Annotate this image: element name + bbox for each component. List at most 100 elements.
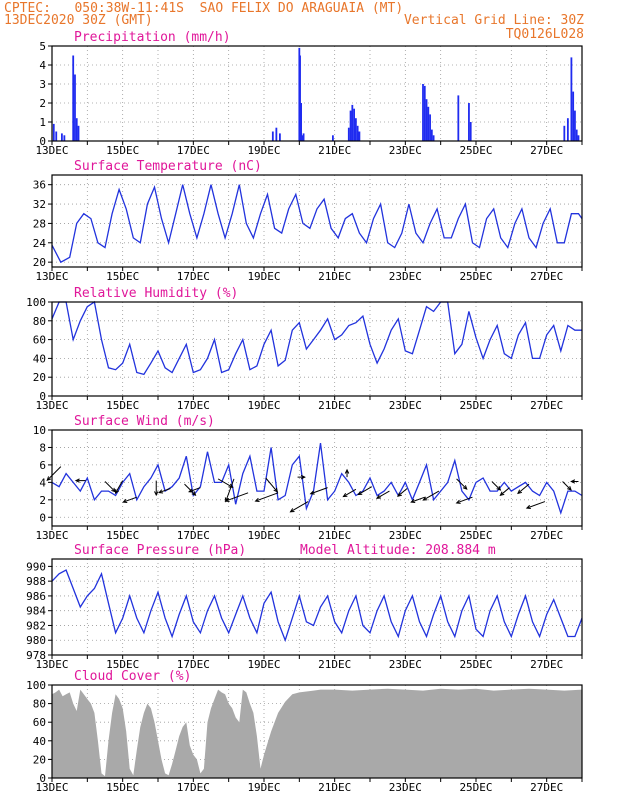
humidity-ytick-label: 20 [33, 371, 46, 384]
precip-bar [75, 118, 78, 141]
humidity-xtick-label: 21DEC [318, 399, 351, 412]
wind-arrow-head [300, 474, 306, 480]
temperature-frame [51, 174, 583, 268]
cloud-ytick-label: 0 [39, 772, 46, 785]
precip-bar [429, 114, 431, 141]
wind-arrow-head [357, 490, 363, 496]
wind-title: Surface Wind (m/s) [74, 414, 215, 429]
wind-arrow [411, 496, 425, 503]
wind-arrow [104, 481, 116, 493]
temperature-ytick-label: 36 [33, 179, 46, 192]
pressure-xtick-label: 23DEC [389, 658, 422, 671]
pressure-ytick-label: 984 [26, 605, 46, 618]
temperature-xtick-label: 15DEC [106, 270, 139, 283]
temperature-ytick-label: 32 [33, 198, 46, 211]
cloud-xtick-label: 27DEC [530, 781, 563, 794]
cloud-title: Cloud Cover (%) [74, 669, 191, 684]
humidity-frame [51, 301, 583, 397]
precip-bar [354, 118, 357, 141]
precipitation-title: Precipitation (mm/h) [74, 30, 231, 45]
cloud-area [52, 688, 582, 778]
wind-arrow-head [154, 491, 159, 497]
wind-arrow-head [289, 508, 295, 513]
wind-ytick-label: 10 [33, 424, 46, 437]
pressure-xtick-label: 17DEC [177, 658, 210, 671]
precipitation-frame [51, 45, 583, 142]
precip-bar [347, 127, 350, 141]
precip-bar [469, 122, 472, 141]
pressure-ytick-label: 980 [26, 634, 46, 647]
wind-arrow-head [525, 504, 531, 510]
wind-arrow [397, 488, 408, 497]
cloud-ytick-label: 80 [33, 698, 46, 711]
precipitation-xtick-label: 19DEC [247, 144, 280, 157]
wind-arrow-head [309, 490, 315, 495]
cloud-ytick-label: 60 [33, 716, 46, 729]
cloud-xtick-label: 21DEC [318, 781, 351, 794]
wind-arrow-head [397, 492, 402, 497]
wind-arrow [526, 501, 546, 509]
wind-xtick-label: 13DEC [35, 529, 68, 542]
humidity-xtick-label: 17DEC [177, 399, 210, 412]
cloud-panel: Cloud Cover (%) 0 20 40 60 80 100 13DEC 15DEC 17D… [26, 669, 583, 794]
wind-arrow [376, 490, 390, 499]
precip-bar [72, 55, 75, 141]
pressure-ytick-label: 982 [26, 619, 46, 632]
wind-arrow [123, 496, 137, 503]
wind-arrow [500, 487, 510, 496]
precip-bar [563, 125, 566, 141]
precipitation-xtick-label: 17DEC [177, 144, 210, 157]
wind-ytick-label: 0 [39, 511, 46, 524]
precip-bar [332, 135, 334, 141]
wind-arrow [46, 466, 62, 481]
wind-arrow-head [273, 487, 279, 493]
wind-xtick-label: 17DEC [177, 529, 210, 542]
humidity-ytick-label: 100 [26, 296, 46, 309]
pressure-xtick-label: 27DEC [530, 658, 563, 671]
humidity-panel: Relative Humidity (%) 0 20 40 60 80 100 13DEC 15… [26, 286, 583, 412]
wind-arrow [290, 501, 309, 513]
wind-arrow-head [422, 496, 428, 501]
precipitation-ytick-label: 5 [39, 40, 46, 53]
header-date: 13DEC2020 30Z (GMT) [4, 13, 153, 28]
precip-bar [356, 125, 359, 141]
wind-arrow [225, 478, 235, 502]
wind-arrow-head [122, 498, 128, 504]
temperature-ytick-label: 20 [33, 256, 46, 269]
pressure-panel: Surface Pressure (hPa) Model Altitude: 20… [26, 543, 583, 671]
wind-arrow [188, 487, 201, 493]
precipitation-ytick-label: 2 [39, 97, 46, 110]
cloud-xtick-label: 19DEC [247, 781, 280, 794]
precip-bar [351, 104, 354, 141]
temperature-xtick-label: 13DEC [35, 270, 68, 283]
temperature-ytick-label: 28 [33, 217, 46, 230]
pressure-xtick-label: 19DEC [247, 658, 280, 671]
pressure-ytick-label: 978 [26, 649, 46, 662]
cloud-frame [51, 684, 583, 779]
header-code: TQ0126L028 [505, 27, 584, 42]
cloud-ytick-label: 20 [33, 753, 46, 766]
cloud-ytick-label: 100 [26, 679, 46, 692]
precip-bar [63, 135, 66, 141]
wind-arrow-head [228, 483, 234, 488]
humidity-ytick-label: 40 [33, 352, 46, 365]
humidity-line [51, 300, 582, 376]
wind-frame [51, 429, 583, 527]
precip-bar [430, 129, 433, 141]
wind-arrow [562, 481, 572, 491]
wind-xtick-label: 19DEC [247, 529, 280, 542]
pressure-ytick-label: 986 [26, 590, 46, 603]
precipitation-xtick-label: 15DEC [106, 144, 139, 157]
wind-arrow [456, 478, 468, 490]
wind-arrow-head [375, 494, 381, 499]
wind-xtick-label: 21DEC [318, 529, 351, 542]
wind-arrow-head [191, 491, 197, 496]
precip-bar [77, 125, 80, 141]
pressure-ytick-label: 990 [26, 560, 46, 573]
wind-ytick-label: 6 [39, 459, 46, 472]
wind-arrow-head [496, 486, 502, 491]
wind-arrow-head [254, 497, 260, 502]
temperature-line [51, 184, 583, 264]
precip-bar [275, 127, 278, 141]
